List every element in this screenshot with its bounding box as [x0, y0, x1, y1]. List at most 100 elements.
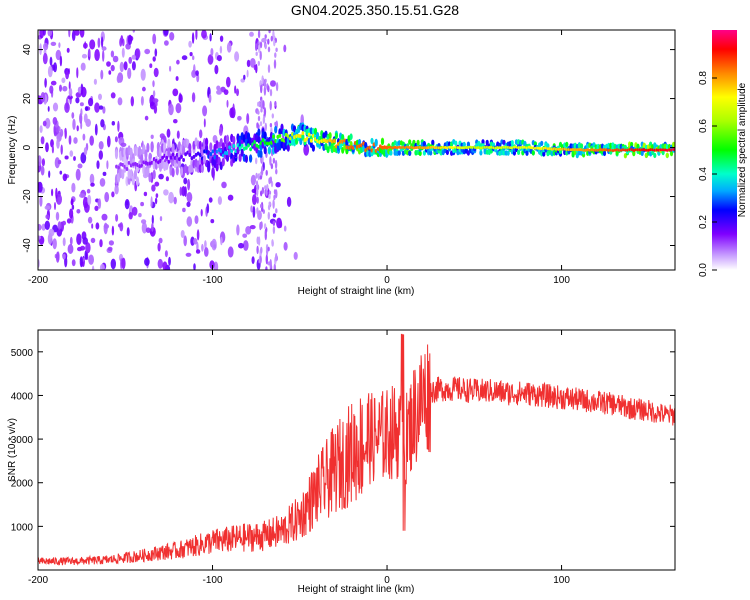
- spectrogram-ridge-point: [245, 145, 248, 150]
- spectrogram-noise-blob: [71, 204, 75, 210]
- spectrogram-noise-blob: [154, 48, 158, 57]
- spectrogram-noise-blob: [190, 236, 195, 246]
- spectrogram-noise-blob: [257, 110, 260, 115]
- spectrogram-ridge-point: [613, 148, 617, 152]
- spectrogram-noise-blob: [227, 194, 234, 201]
- spectrogram-ridge-halo: [182, 145, 186, 155]
- spectrogram-noise-blob: [242, 233, 248, 238]
- spectrogram-noise-blob: [153, 67, 159, 78]
- spectrogram-noise-blob: [76, 233, 82, 245]
- y-tick-label: 1000: [11, 522, 34, 533]
- spectrogram-ridge-halo: [546, 143, 550, 149]
- spectrogram-ridge-point: [395, 146, 399, 150]
- y-tick-label: 20: [22, 93, 33, 105]
- spectrogram-noise-blob: [208, 197, 213, 203]
- spectrogram-noise-blob: [186, 216, 193, 227]
- spectrogram-ridge-point: [578, 148, 581, 152]
- spectrogram-noise-blob: [192, 55, 195, 61]
- spectrogram-ridge-point: [178, 157, 181, 162]
- spectrogram-ridge-halo: [380, 138, 385, 146]
- spectrogram-noise-blob: [275, 208, 278, 214]
- spectrogram-noise-blob: [110, 64, 115, 72]
- y-tick-label: 5000: [11, 348, 34, 359]
- spectrogram-noise-blob: [114, 136, 118, 143]
- spectrogram-ridge-point: [284, 132, 288, 137]
- spectrogram-noise-blob: [266, 184, 269, 191]
- spectrogram-ridge-point: [443, 146, 447, 149]
- spectrogram-noise-blob: [86, 188, 91, 194]
- spectrogram-noise-blob: [182, 207, 186, 213]
- spectrogram-noise-blob: [213, 261, 219, 270]
- spectrogram-noise-blob: [59, 55, 63, 67]
- spectrogram-ridge-point: [242, 146, 246, 151]
- spectrogram-noise-blob: [283, 225, 287, 232]
- spectrogram-noise-blob: [100, 69, 104, 80]
- spectrogram-noise-blob: [111, 225, 115, 236]
- spectrogram-ridge-point: [425, 146, 428, 150]
- spectrogram-noise-blob: [234, 85, 237, 94]
- spectrogram-noise-blob: [81, 53, 88, 59]
- spectrogram-noise-blob: [70, 198, 74, 205]
- spectrogram-ridge-halo: [429, 150, 433, 156]
- spectrogram-noise-blob: [108, 70, 112, 75]
- spectrogram-noise-blob: [274, 52, 277, 58]
- colorbar-tick-label: 0.2: [698, 215, 709, 229]
- spectrogram-ridge-point: [171, 152, 175, 157]
- spectrogram-ridge-point: [487, 146, 491, 149]
- spectrogram-ridge-halo: [602, 150, 607, 157]
- spectrogram-noise-blob: [204, 240, 207, 249]
- spectrogram-ridge-point: [569, 148, 573, 152]
- spectrogram-ridge-point: [280, 137, 284, 142]
- spectrogram-noise-blob: [53, 62, 57, 73]
- spectrogram-ridge-halo: [481, 139, 485, 145]
- spectrogram-ridge-point: [228, 145, 232, 150]
- spectrogram-noise-blob: [110, 258, 117, 270]
- spectrogram-noise-blob: [99, 263, 105, 270]
- spectrogram-noise-blob: [102, 171, 107, 176]
- spectrogram-ridge-point: [157, 160, 160, 165]
- spectrogram-ridge-halo: [485, 139, 489, 146]
- spectrogram-noise-blob: [207, 54, 214, 65]
- spectrogram-noise-blob: [155, 193, 159, 198]
- spectrogram-noise-blob: [168, 103, 174, 116]
- spectrogram-noise-blob: [152, 33, 157, 45]
- spectrogram-noise-blob: [256, 196, 259, 204]
- spectrogram-noise-blob: [250, 174, 256, 186]
- spectrogram-ridge-halo: [422, 150, 426, 156]
- spectrogram-ridge-point: [182, 158, 186, 162]
- spectrogram-noise-blob: [150, 196, 153, 209]
- spectrogram-ridge-halo: [121, 169, 125, 180]
- spectrogram-ridge-halo: [125, 159, 129, 170]
- spectrogram-noise-blob: [131, 206, 138, 216]
- spectrogram-ridge-point: [167, 159, 171, 164]
- spectrogram-noise-blob: [153, 105, 158, 114]
- x-tick-label: 0: [384, 275, 390, 286]
- spectrogram-noise-blob: [273, 39, 276, 47]
- spectrogram-ridge-point: [450, 146, 453, 149]
- spectrogram-noise-blob: [164, 40, 169, 46]
- spectrogram-noise-blob: [49, 56, 53, 66]
- spectrogram-noise-blob: [99, 105, 104, 110]
- spectrogram-noise-blob: [87, 194, 92, 206]
- spectrogram-ylabel: Frequency (Hz): [7, 116, 18, 185]
- spectrogram-noise-blob: [220, 236, 223, 246]
- spectrogram-noise-blob: [83, 113, 88, 123]
- spectrogram-noise-blob: [186, 201, 191, 208]
- spectrogram-noise-blob: [89, 173, 95, 185]
- spectrogram-ridge-point: [513, 145, 516, 149]
- spectrogram-ridge-halo: [345, 140, 349, 147]
- spectrogram-ridge-point: [238, 146, 242, 151]
- y-tick-label: 40: [22, 44, 33, 56]
- spectrogram-ridge-halo: [240, 148, 244, 157]
- spectrogram-ridge-point: [498, 146, 502, 150]
- spectrogram-ridge-halo: [374, 140, 378, 147]
- spectrogram-noise-blob: [260, 84, 263, 94]
- spectrogram-noise-blob: [141, 219, 147, 225]
- spectrogram-noise-blob: [275, 252, 278, 262]
- spectrogram-ridge-point: [224, 151, 227, 155]
- spectrogram-noise-blob: [183, 235, 187, 247]
- spectrogram-noise-blob: [256, 207, 259, 215]
- spectrogram-ridge-point: [230, 149, 234, 153]
- spectrogram-noise-blob: [119, 37, 123, 47]
- spectrogram-noise-blob: [62, 220, 66, 226]
